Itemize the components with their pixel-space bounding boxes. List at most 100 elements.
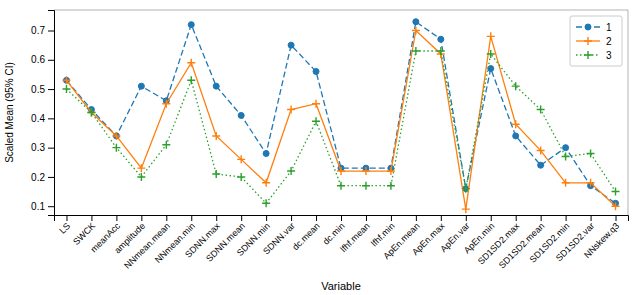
tick-mark bbox=[391, 215, 392, 221]
x-tick: NNmean.mean bbox=[122, 215, 172, 271]
tick-mark bbox=[491, 215, 492, 221]
point bbox=[188, 22, 194, 28]
tick-mark bbox=[291, 215, 292, 221]
x-tick: LS bbox=[57, 215, 72, 236]
point bbox=[213, 83, 219, 89]
point bbox=[162, 100, 170, 108]
tick-label: SD1SD2.max bbox=[476, 220, 522, 266]
point bbox=[187, 59, 195, 67]
point bbox=[288, 42, 294, 48]
point bbox=[212, 132, 220, 140]
line bbox=[66, 31, 615, 210]
frame-top bbox=[54, 10, 628, 11]
legend: 1 2 3 bbox=[570, 16, 622, 66]
point bbox=[312, 117, 320, 125]
tick-mark bbox=[366, 215, 367, 221]
point bbox=[562, 179, 570, 187]
axis-domain bbox=[55, 216, 629, 222]
y-axis: 0.1 0.2 0.3 0.4 0.5 0.6 0.7 bbox=[31, 11, 54, 216]
tick-mark bbox=[48, 31, 54, 32]
tick-mark bbox=[216, 215, 217, 221]
tick-label: 0.1 bbox=[31, 201, 45, 212]
tick-mark bbox=[141, 215, 142, 221]
tick-label: NNskew.q3 bbox=[582, 221, 621, 260]
point bbox=[112, 132, 120, 140]
point bbox=[438, 36, 444, 42]
point bbox=[487, 50, 495, 58]
tick-mark bbox=[48, 118, 54, 119]
tick-mark bbox=[66, 215, 67, 221]
tick-mark bbox=[516, 215, 517, 221]
axis-domain bbox=[48, 11, 55, 216]
point bbox=[312, 100, 320, 108]
x-tick: lfhf.mean bbox=[338, 215, 371, 254]
tick-mark bbox=[191, 215, 192, 221]
y-tick: 0.1 bbox=[31, 201, 54, 212]
tick-label: 0.5 bbox=[31, 84, 45, 95]
tick-mark bbox=[48, 148, 54, 149]
tick-mark bbox=[566, 215, 567, 221]
y-tick: 0.4 bbox=[31, 113, 54, 124]
point bbox=[437, 47, 445, 55]
y-tick: 0.2 bbox=[31, 172, 54, 183]
point bbox=[62, 85, 70, 93]
tick-mark bbox=[466, 215, 467, 221]
point bbox=[387, 182, 395, 190]
point bbox=[162, 141, 170, 149]
point bbox=[287, 106, 295, 114]
point bbox=[337, 182, 345, 190]
point bbox=[612, 188, 620, 196]
point bbox=[138, 83, 144, 89]
point bbox=[537, 147, 545, 155]
tick-mark bbox=[48, 60, 54, 61]
legend-label: 3 bbox=[606, 50, 612, 61]
tick-mark bbox=[591, 215, 592, 221]
tick-mark bbox=[48, 177, 54, 178]
point bbox=[87, 109, 95, 117]
tick-label: 0.2 bbox=[31, 172, 45, 183]
tick-label: 0.6 bbox=[31, 54, 45, 65]
plot: 0.1 0.2 0.3 0.4 0.5 0.6 0.7 LSSWCKmeanAccamplit… bbox=[31, 10, 628, 271]
y-axis-title: Scaled Mean (95% CI) bbox=[4, 62, 15, 163]
point bbox=[537, 106, 545, 114]
legend-marker bbox=[584, 51, 592, 59]
line bbox=[66, 51, 615, 203]
point bbox=[462, 185, 470, 193]
point bbox=[412, 27, 420, 35]
point bbox=[538, 162, 544, 168]
x-axis: LSSWCKmeanAccamplitudeNNmean.meanNNmean.… bbox=[55, 215, 629, 271]
point bbox=[513, 133, 519, 139]
y-tick: 0.3 bbox=[31, 142, 54, 153]
tick-mark bbox=[166, 215, 167, 221]
point bbox=[487, 32, 495, 40]
point bbox=[462, 205, 470, 213]
series bbox=[62, 47, 619, 207]
point bbox=[238, 112, 244, 118]
point bbox=[187, 76, 195, 84]
point bbox=[313, 69, 319, 75]
tick-label: SDNN.var bbox=[261, 221, 297, 257]
point bbox=[262, 179, 270, 187]
tick-mark bbox=[616, 215, 617, 221]
tick-mark bbox=[48, 89, 54, 90]
legend-label: 2 bbox=[606, 36, 612, 47]
point bbox=[137, 173, 145, 181]
point bbox=[488, 66, 494, 72]
y-tick: 0.7 bbox=[31, 25, 54, 36]
line bbox=[66, 22, 615, 204]
tick-label: 0.4 bbox=[31, 113, 45, 124]
tick-mark bbox=[541, 215, 542, 221]
x-tick: dc.mean bbox=[290, 215, 321, 252]
tick-mark bbox=[341, 215, 342, 221]
legend-label: 1 bbox=[606, 22, 612, 33]
tick-mark bbox=[116, 215, 117, 221]
tick-label: ApEn.max bbox=[410, 220, 447, 257]
y-tick: 0.5 bbox=[31, 84, 54, 95]
legend-box bbox=[570, 16, 622, 66]
point bbox=[587, 179, 595, 187]
tick-mark bbox=[316, 215, 317, 221]
series bbox=[63, 19, 618, 207]
point bbox=[263, 151, 269, 157]
tick-mark bbox=[241, 215, 242, 221]
tick-mark bbox=[266, 215, 267, 221]
